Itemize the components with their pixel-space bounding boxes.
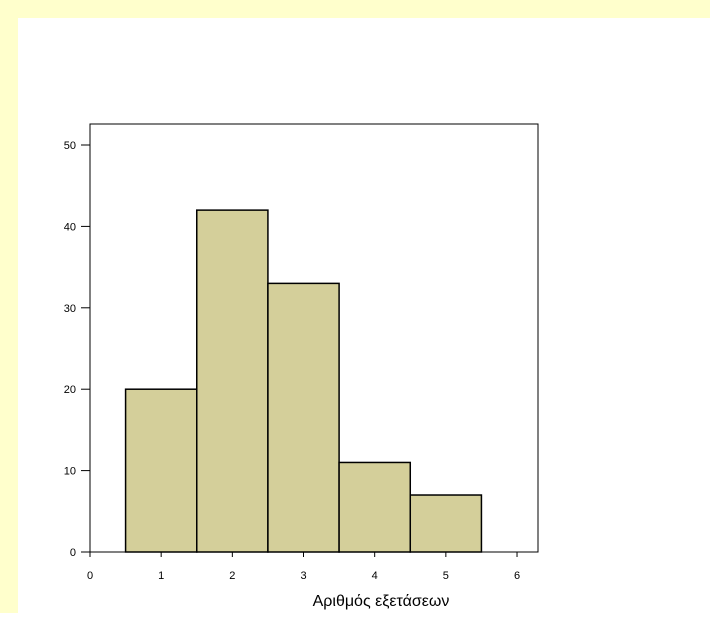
x-tick-label: 5 (443, 570, 449, 582)
x-tick-label: 3 (300, 570, 306, 582)
x-axis-title: Αριθμός εξετάσεων (313, 593, 450, 610)
y-ticks-group: 0 10 20 30 40 50 (64, 140, 90, 559)
bar-5 (409, 494, 483, 553)
x-tick-label: 4 (372, 570, 378, 582)
y-tick-label: 40 (64, 221, 76, 233)
y-tick-label: 50 (64, 140, 76, 152)
x-tick-label: 2 (229, 570, 235, 582)
bar-3 (267, 282, 340, 553)
y-tick-label: 10 (64, 466, 76, 478)
left-background-strip (0, 0, 18, 613)
bars-group (124, 209, 483, 553)
plot-frame (89, 123, 539, 553)
bar-2 (196, 209, 269, 553)
x-ticks-group: 0 1 2 3 4 5 6 (87, 552, 520, 582)
bar-1 (124, 388, 198, 553)
y-tick-label: 0 (70, 547, 76, 559)
bar-4 (338, 461, 412, 553)
y-tick-label: 20 (64, 384, 76, 396)
top-background-strip (0, 0, 710, 18)
y-tick-label: 30 (64, 303, 76, 315)
x-tick-label: 1 (158, 570, 164, 582)
x-tick-label: 6 (514, 570, 520, 582)
x-tick-label: 0 (87, 570, 93, 582)
